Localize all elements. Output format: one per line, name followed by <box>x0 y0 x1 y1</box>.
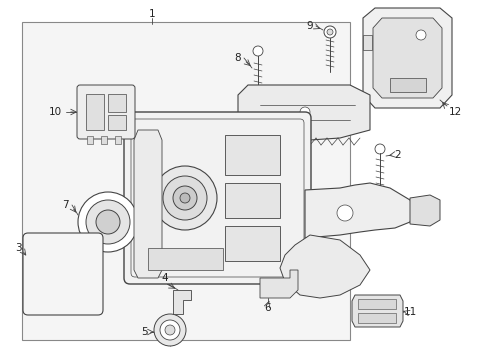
Circle shape <box>327 29 333 35</box>
Text: 5: 5 <box>141 327 147 337</box>
Text: 8: 8 <box>235 53 241 63</box>
Bar <box>225 183 280 218</box>
Bar <box>22 22 350 340</box>
Circle shape <box>115 206 125 216</box>
Bar <box>101 136 107 144</box>
Circle shape <box>375 144 385 154</box>
Circle shape <box>416 30 426 40</box>
Circle shape <box>96 210 120 234</box>
Polygon shape <box>238 85 370 140</box>
Polygon shape <box>352 295 403 327</box>
Circle shape <box>78 192 138 252</box>
Text: 11: 11 <box>403 307 416 317</box>
Bar <box>148 248 223 270</box>
Text: 3: 3 <box>15 243 21 253</box>
Bar <box>108 115 126 130</box>
Circle shape <box>163 176 207 220</box>
Polygon shape <box>134 130 162 278</box>
Circle shape <box>253 46 263 56</box>
Text: 4: 4 <box>162 273 168 283</box>
Text: 1: 1 <box>148 9 155 19</box>
FancyBboxPatch shape <box>23 233 103 315</box>
Circle shape <box>173 186 197 210</box>
FancyBboxPatch shape <box>77 85 135 139</box>
Text: 10: 10 <box>49 107 62 117</box>
Circle shape <box>86 200 130 244</box>
Circle shape <box>337 205 353 221</box>
Polygon shape <box>410 195 440 226</box>
FancyBboxPatch shape <box>124 112 311 284</box>
Bar <box>358 299 396 309</box>
Polygon shape <box>280 235 370 298</box>
Circle shape <box>327 267 337 277</box>
Polygon shape <box>373 18 442 98</box>
Bar <box>225 135 280 175</box>
Circle shape <box>165 325 175 335</box>
Bar <box>115 136 121 144</box>
Text: 7: 7 <box>62 200 68 210</box>
Text: 2: 2 <box>394 150 401 160</box>
Circle shape <box>300 107 310 117</box>
Bar <box>87 136 93 144</box>
Text: 6: 6 <box>265 303 271 313</box>
Circle shape <box>324 26 336 38</box>
Polygon shape <box>363 8 452 108</box>
Circle shape <box>160 320 180 340</box>
Polygon shape <box>363 35 372 50</box>
Bar <box>225 226 280 261</box>
Polygon shape <box>305 183 415 238</box>
Bar <box>358 313 396 323</box>
Polygon shape <box>173 290 191 314</box>
Circle shape <box>154 314 186 346</box>
Bar <box>108 94 126 112</box>
Bar <box>390 78 426 92</box>
Circle shape <box>180 193 190 203</box>
Bar <box>86 94 104 130</box>
Polygon shape <box>260 270 298 298</box>
Text: 9: 9 <box>307 21 313 31</box>
Text: 12: 12 <box>448 107 462 117</box>
Circle shape <box>153 166 217 230</box>
